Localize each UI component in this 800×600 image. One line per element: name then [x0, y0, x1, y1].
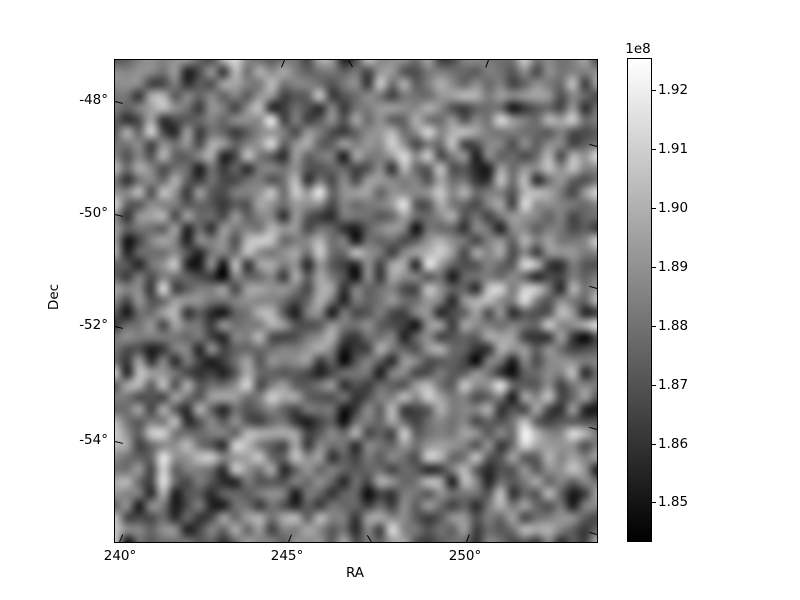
dec-tick-label: -48°: [79, 92, 108, 108]
colorbar-tick-mark: [651, 502, 656, 504]
colorbar-tick-mark: [651, 385, 656, 387]
ra-tick-label: 240°: [103, 548, 137, 564]
colorbar-tick-label: 1.88: [658, 318, 689, 334]
colorbar-tick-label: 1.92: [658, 82, 689, 98]
colorbar-tick-label: 1.89: [658, 259, 689, 275]
colorbar-tick-label: 1.90: [658, 200, 689, 216]
dec-tick-label: -50°: [79, 205, 108, 221]
colorbar-tick-label: 1.86: [658, 436, 689, 452]
colorbar-tick-mark: [651, 444, 656, 446]
colorbar-tick-label: 1.91: [658, 141, 689, 157]
x-axis-label: RA: [345, 565, 365, 581]
colorbar-tick-label: 1.85: [658, 494, 689, 510]
colorbar-tick-mark: [651, 267, 656, 269]
ra-tick-label: 250°: [448, 548, 482, 564]
dec-tick-label: -52°: [79, 317, 108, 333]
heatmap-canvas: [115, 60, 597, 542]
dec-tick-label: -54°: [79, 432, 108, 448]
ra-tick-label: 245°: [270, 548, 304, 564]
colorbar-tick-mark: [651, 90, 656, 92]
colorbar-tick-mark: [651, 326, 656, 328]
colorbar-tick-mark: [651, 208, 656, 210]
colorbar: [627, 58, 652, 542]
colorbar-tick-label: 1.87: [658, 377, 689, 393]
colorbar-offset-label: 1e8: [625, 41, 651, 57]
plot-area: [114, 59, 598, 543]
y-axis-label: Dec: [46, 283, 62, 311]
colorbar-tick-mark: [651, 149, 656, 151]
